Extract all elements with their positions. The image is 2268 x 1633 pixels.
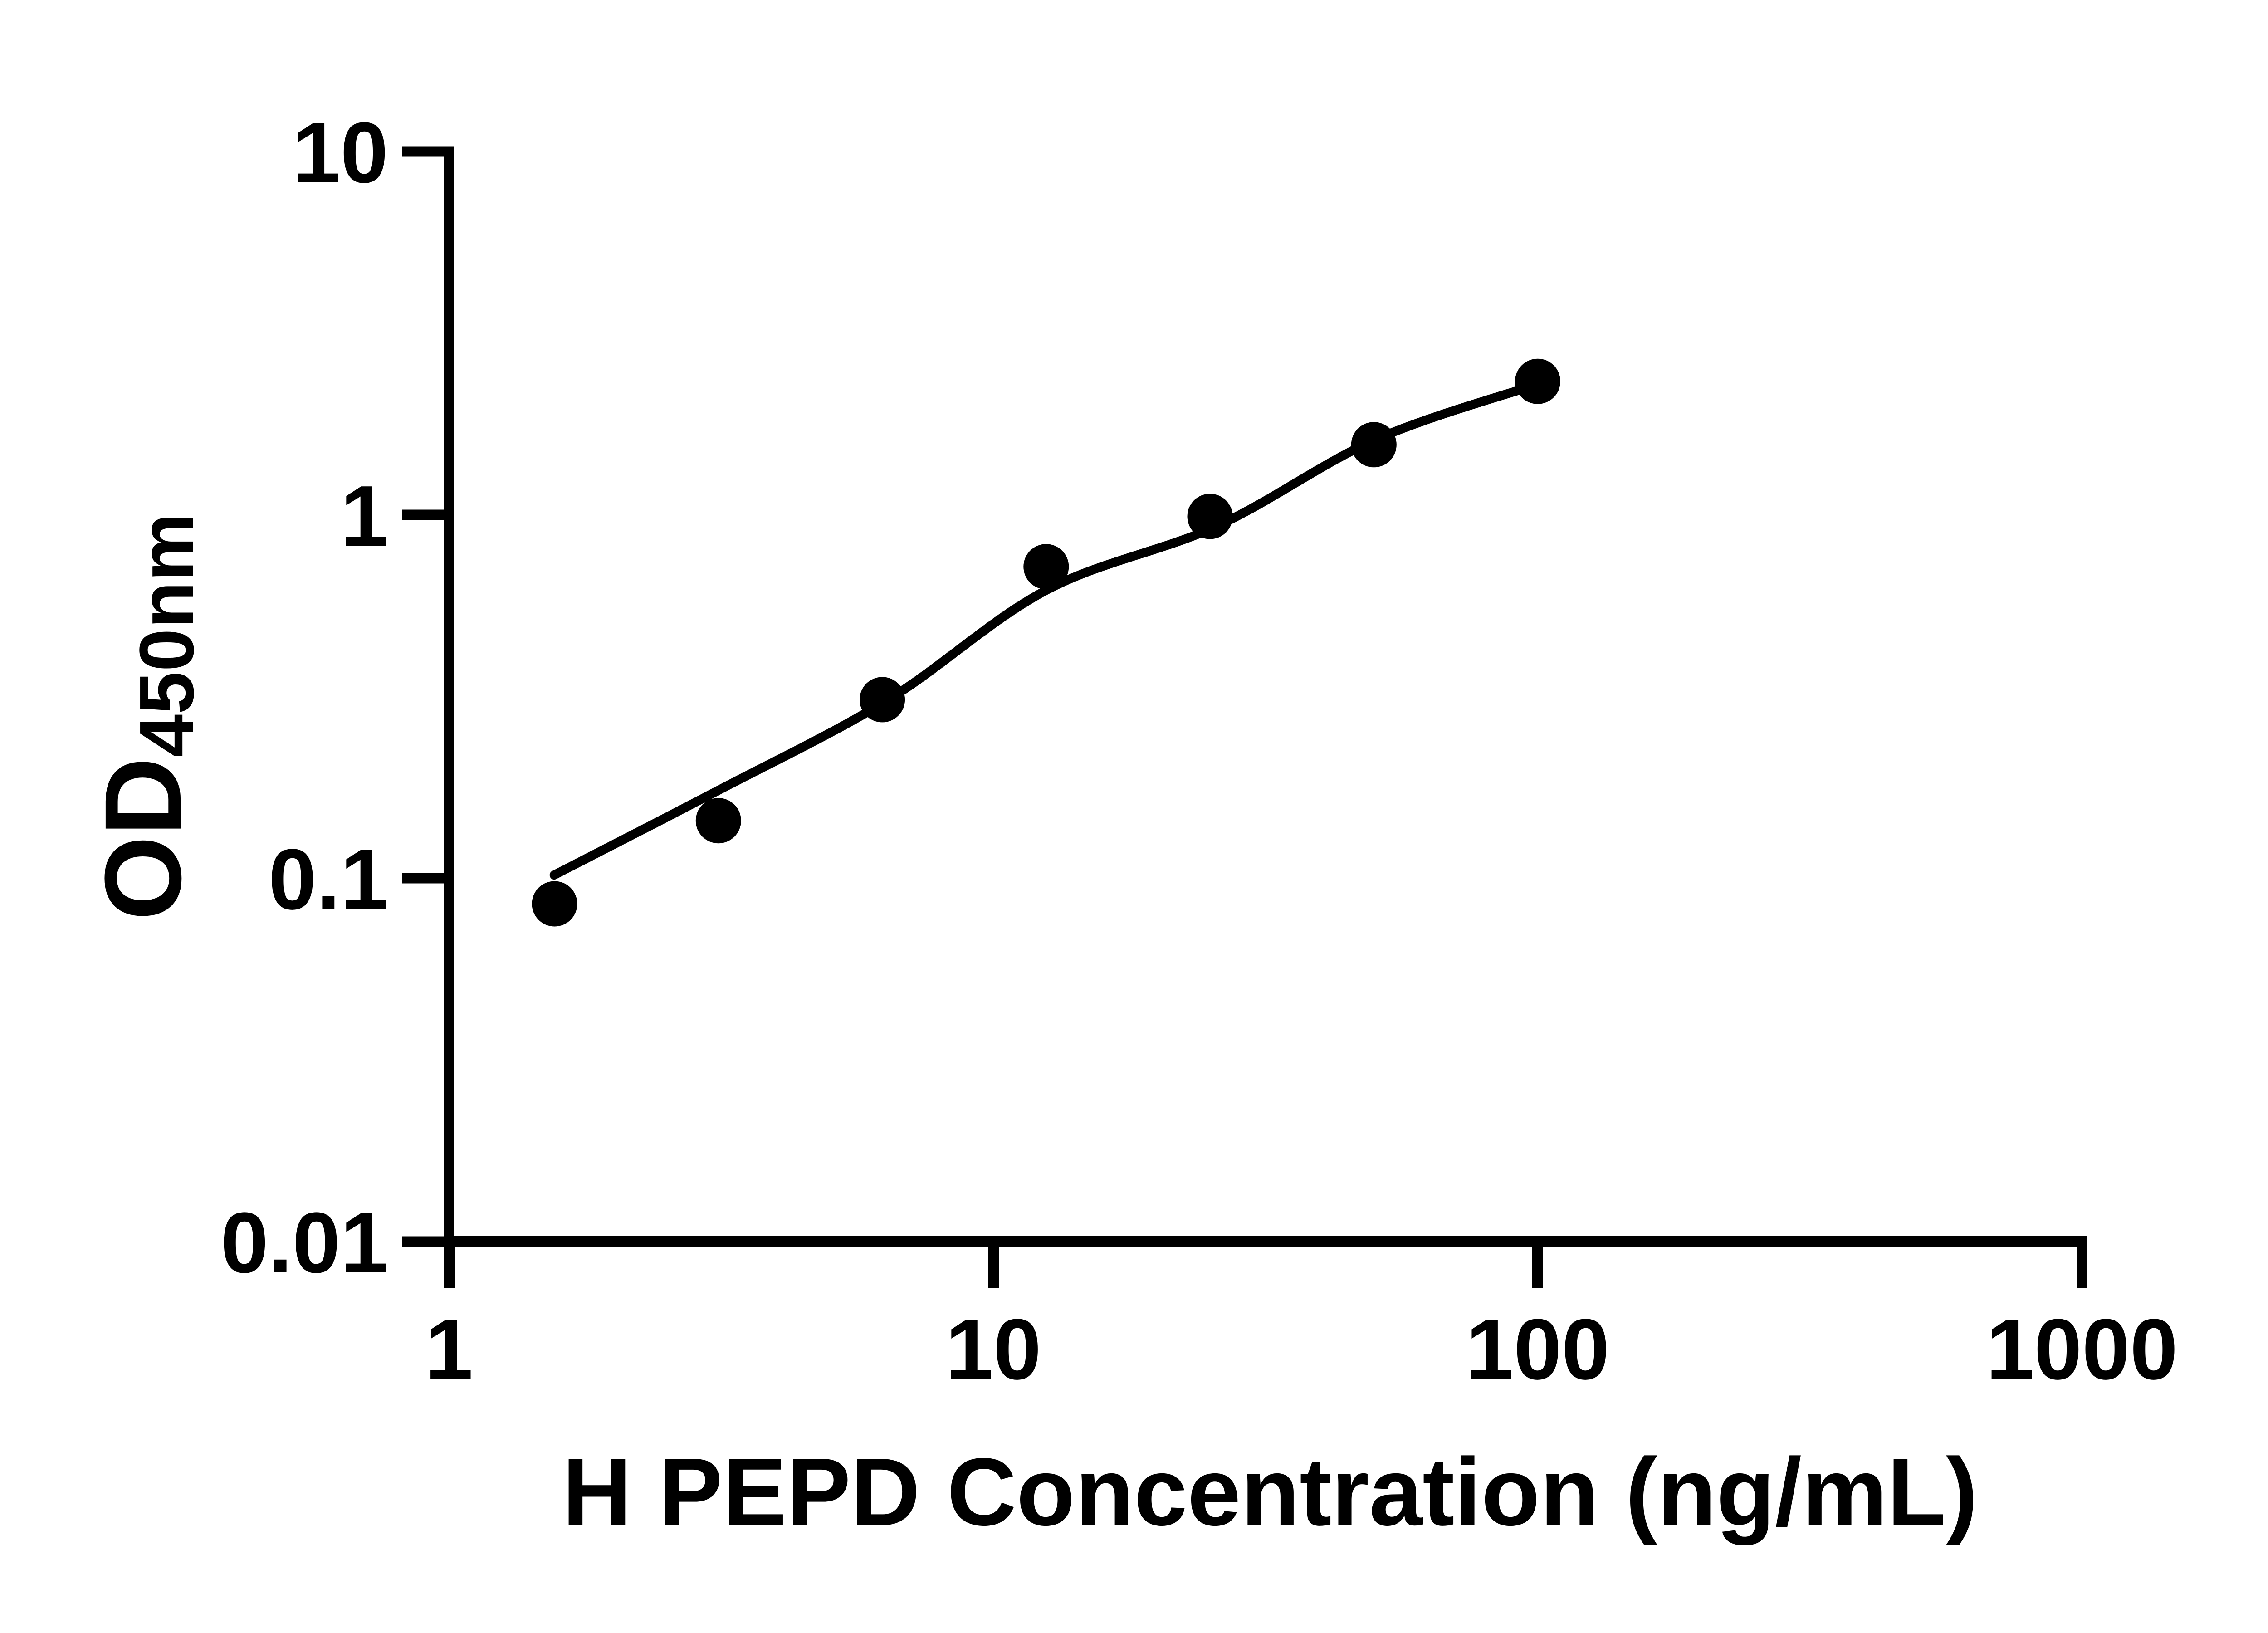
y-axis-title-main: OD xyxy=(82,757,204,920)
data-points-layer xyxy=(532,358,1560,927)
ticks-layer xyxy=(402,146,2087,1288)
y-axis-tick-label: 0.01 xyxy=(220,1195,388,1291)
y-axis-tick-label: 1 xyxy=(340,468,388,564)
data-point xyxy=(1187,494,1233,539)
x-axis-tick-label: 10 xyxy=(945,1301,1041,1398)
data-point xyxy=(532,881,577,927)
data-point xyxy=(1515,358,1560,404)
data-point xyxy=(695,798,741,844)
y-axis-title-subscript: 450nm xyxy=(124,513,210,758)
x-axis-tick-label: 100 xyxy=(1466,1301,1609,1398)
data-point xyxy=(1023,544,1069,590)
axes-layer xyxy=(444,147,2087,1288)
x-axis-tick-label: 1 xyxy=(425,1301,473,1398)
y-axis-title: OD450nm xyxy=(82,513,210,921)
data-point xyxy=(1351,422,1397,468)
y-axis-tick-label: 10 xyxy=(293,105,388,201)
y-axis-tick-label: 0.1 xyxy=(269,831,388,928)
x-axis-tick-label: 1000 xyxy=(1986,1301,2178,1398)
data-point xyxy=(860,677,905,723)
x-axis-title: H PEPD Concentration (ng/mL) xyxy=(562,1438,1978,1545)
tick-labels-layer: 0.01 0.1 1 10 1 10 100 1000 xyxy=(220,105,2178,1398)
